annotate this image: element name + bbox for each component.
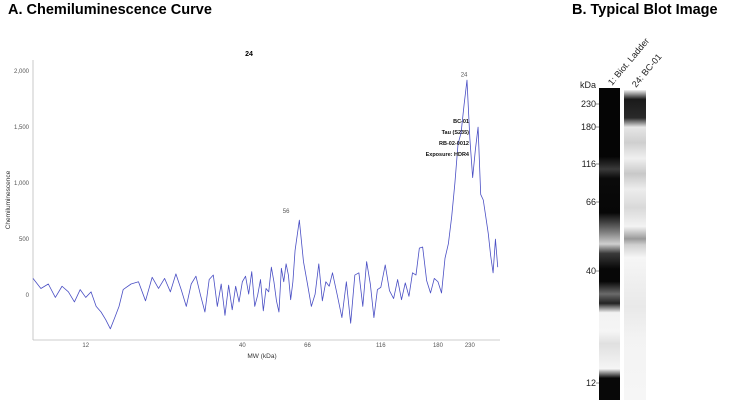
marker-230: 230 xyxy=(581,99,596,109)
chart-title: 24 xyxy=(245,51,253,58)
sample-lane xyxy=(624,90,646,400)
y-tick-label: 500 xyxy=(19,237,30,243)
annotations: 56 24 xyxy=(283,72,468,215)
x-tick-label: 40 xyxy=(239,343,246,349)
x-tick-label: 116 xyxy=(376,343,386,349)
y-axis-label: Chemiluminescence xyxy=(5,170,12,229)
y-tick-label: 2,000 xyxy=(14,69,30,75)
x-tick-label: 230 xyxy=(465,343,476,349)
info-line-4: Exposure: HDR4 xyxy=(426,152,470,158)
y-tick-label: 1,500 xyxy=(14,125,30,131)
blot-markers: 230 180 116 66 40 12 xyxy=(581,99,599,388)
info-line-2: Tau (S235) xyxy=(442,130,470,136)
marker-180: 180 xyxy=(581,122,596,132)
x-tick-label: 12 xyxy=(82,343,89,349)
peak-label: 56 xyxy=(283,209,290,215)
marker-116: 116 xyxy=(582,159,596,169)
series-group xyxy=(32,79,499,330)
info-box: BC-01 Tau (S235) RB-02-0012 Exposure: HD… xyxy=(426,119,470,158)
x-tick-label: 180 xyxy=(433,343,444,349)
ladder-lane xyxy=(599,88,620,400)
panel-a-title: A. Chemiluminescence Curve xyxy=(8,2,212,18)
x-tick-label: 66 xyxy=(304,343,311,349)
marker-12: 12 xyxy=(586,378,596,388)
info-line-3: RB-02-0012 xyxy=(439,141,469,147)
blot-kda-label: kDa xyxy=(580,80,596,90)
y-tick-label: 0 xyxy=(26,293,30,299)
series-line xyxy=(32,79,499,330)
y-tick-labels: 0 500 1,000 1,500 2,000 xyxy=(14,69,30,299)
panel-b-title: B. Typical Blot Image xyxy=(572,2,718,18)
marker-40: 40 xyxy=(586,266,596,276)
info-line-1: BC-01 xyxy=(453,119,469,125)
marker-66: 66 xyxy=(586,197,596,207)
y-tick-label: 1,000 xyxy=(14,181,30,187)
x-axis-label: MW (kDa) xyxy=(247,353,276,360)
x-tick-labels: 12 40 66 116 180 230 xyxy=(82,343,475,349)
peak-label: 24 xyxy=(461,72,468,78)
